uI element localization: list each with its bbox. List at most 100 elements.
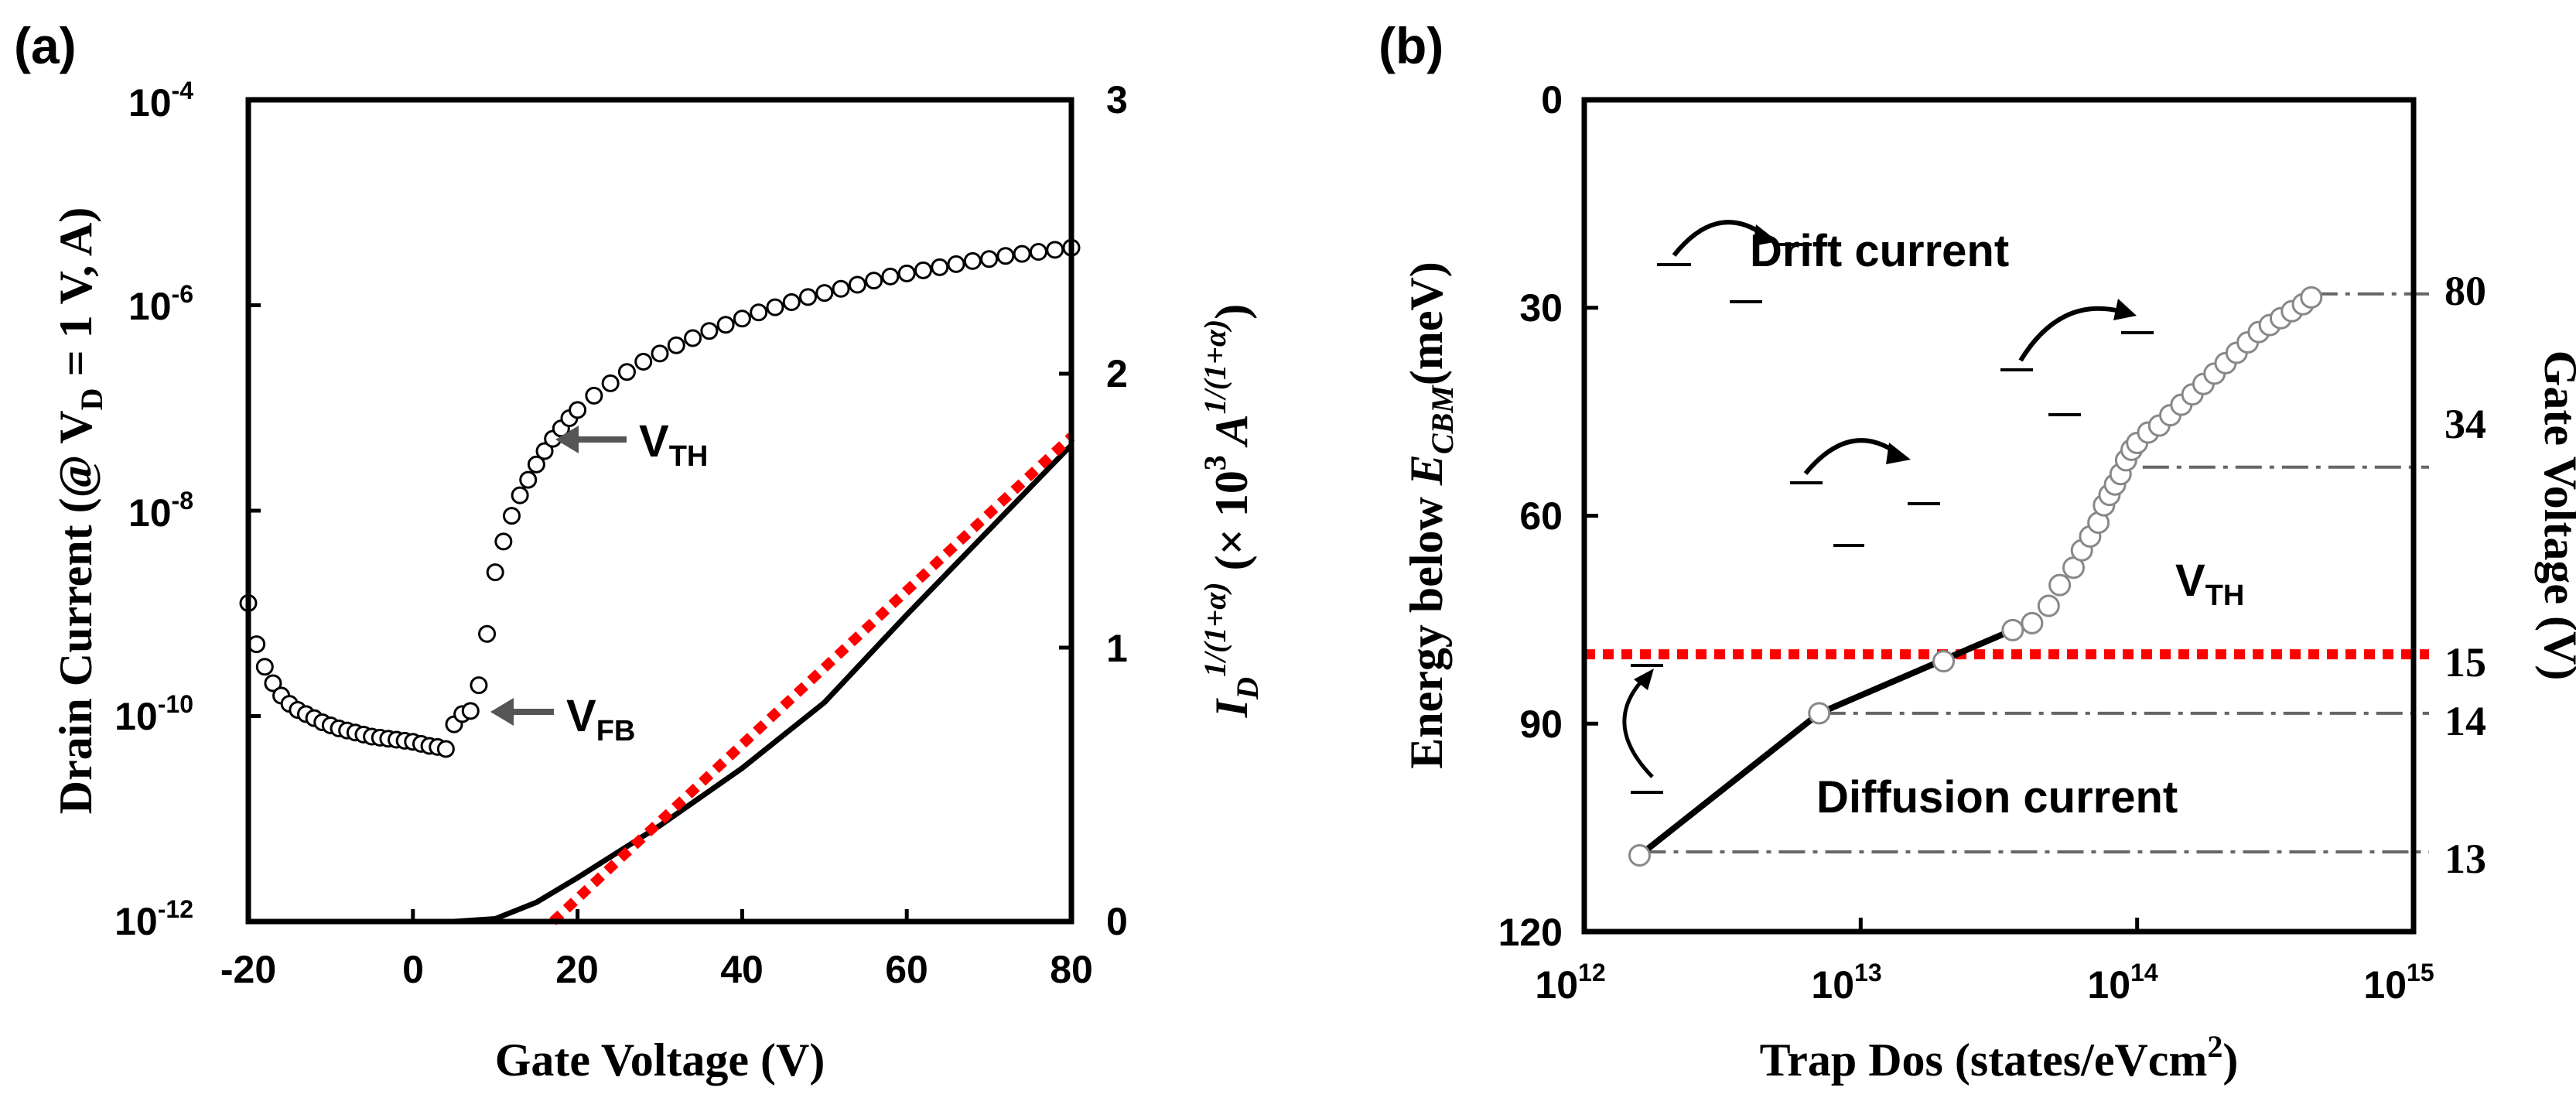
b-ytick-60: 60	[1519, 494, 1563, 538]
b-diffusion-arrow	[1622, 675, 1654, 778]
b-xtick-1e14: 1014	[2087, 959, 2157, 1007]
a-drain-point	[733, 309, 751, 328]
a-drain-point	[651, 344, 669, 363]
a-drain-point	[248, 635, 266, 654]
a-rtick-1: 1	[1106, 627, 1128, 670]
a-drain-point	[799, 288, 818, 306]
a-drain-point	[963, 251, 982, 270]
panel-a-marks	[239, 238, 1081, 925]
b-trap-point	[1932, 650, 1956, 673]
a-drain-point	[865, 272, 883, 290]
a-xtick-0: 0	[402, 948, 424, 991]
a-ytick-1e-6: 10-6	[128, 280, 193, 328]
a-rtick-0: 0	[1106, 900, 1128, 943]
a-drain-point	[881, 267, 900, 286]
b-trap-point	[2048, 573, 2072, 597]
a-drain-point	[1046, 241, 1064, 259]
b-energy-diagram	[1622, 220, 2154, 794]
b-trap-point	[1628, 843, 1651, 867]
a-drain-point	[980, 250, 999, 268]
panel-a-label: (a)	[14, 17, 77, 74]
b-ytick-120: 120	[1498, 911, 1563, 954]
a-rtick-3: 3	[1106, 78, 1128, 121]
a-xtick-60: 60	[885, 948, 928, 991]
a-annot-vfb: VFB	[490, 691, 635, 747]
a-drain-point	[585, 386, 603, 405]
b-diffusion-label: Diffusion current	[1816, 772, 2178, 822]
a-annot-vth: VTH	[555, 416, 708, 473]
b-trap-point	[2037, 594, 2060, 617]
panel-b: 0 30 60 90 120 1012 1013 1014 1015 Trap …	[1401, 78, 2576, 1086]
b-hop-arrow-2	[1803, 438, 1897, 475]
a-xtick-20: 20	[555, 948, 599, 991]
a-rtick-2: 2	[1106, 352, 1128, 395]
b-xlabel: Trap Dos (states/eVcm2)	[1760, 1029, 2239, 1086]
a-drain-point	[478, 624, 497, 643]
a-drain-point	[832, 279, 850, 298]
a-drain-point	[470, 676, 488, 695]
panel-b-label: (b)	[1379, 17, 1443, 74]
b-trap-point	[1808, 702, 1831, 725]
b-hop-head-2	[1886, 443, 1911, 464]
a-xtick-m20: -20	[220, 948, 276, 991]
a-ytick-1e-8: 10-8	[128, 487, 193, 535]
a-drain-point	[519, 470, 538, 489]
a-ytick-1e-12: 10-12	[114, 895, 193, 943]
b-hop-arrow-3	[2018, 306, 2120, 362]
a-drain-point	[684, 329, 702, 347]
a-xtick-40: 40	[720, 948, 764, 991]
a-drain-point	[782, 293, 801, 312]
a-xtick-80: 80	[1050, 948, 1093, 991]
b-ylabel-right: Gate Voltage (V)	[2535, 351, 2576, 681]
a-drain-point	[766, 298, 784, 316]
a-ylabel-left: Drain Current (@ VD = 1 V, A)	[50, 207, 109, 815]
a-drain-point	[996, 247, 1015, 265]
a-drain-point	[750, 303, 768, 322]
a-drain-point	[601, 374, 620, 392]
a-drain-point	[511, 486, 529, 504]
panel-a-frame	[245, 97, 1074, 925]
a-vfb-label: VFB	[566, 691, 635, 747]
a-drain-point	[535, 442, 554, 460]
a-drain-point	[436, 740, 455, 758]
a-ytick-1e-10: 10-10	[114, 690, 193, 738]
a-drain-point	[716, 316, 735, 334]
a-xlabel: Gate Voltage (V)	[495, 1034, 825, 1086]
panel-a: 10-4 10-6 10-8 10-10 10-12 3 2 1 0 -20 0…	[50, 77, 1265, 1086]
a-drain-point	[947, 255, 965, 273]
b-vth-label: VTH	[2175, 556, 2244, 612]
b-hop-head-1	[1753, 224, 1778, 246]
panel-a-ticks	[246, 97, 1074, 924]
b-gate-14: 14	[2444, 698, 2486, 744]
a-drain-point	[255, 658, 274, 676]
panel-b-marks	[1584, 286, 2429, 867]
a-drain-point	[815, 284, 834, 303]
a-vth-label: VTH	[639, 416, 708, 473]
a-drain-point	[914, 261, 932, 279]
b-ytick-30: 30	[1519, 286, 1563, 330]
a-drain-point	[494, 532, 513, 551]
a-drain-point	[264, 674, 282, 692]
a-ylabel-right: ID1/(1+α) (× 103 A1/(1+α))	[1197, 304, 1265, 719]
a-drain-point	[1029, 242, 1047, 261]
b-xtick-1e15: 1015	[2363, 959, 2434, 1007]
b-drift-label: Drift current	[1750, 226, 2009, 276]
a-drain-point	[931, 258, 949, 276]
a-id-power-line	[248, 443, 1074, 925]
panel-b-ticks	[1582, 97, 2416, 934]
b-ylabel-left: Energy below ECBM(meV)	[1401, 262, 1460, 769]
a-drain-point	[634, 353, 653, 371]
b-gate-15: 15	[2444, 639, 2486, 686]
a-drain-point	[617, 363, 636, 381]
a-drain-point	[502, 507, 521, 525]
a-drain-point	[1013, 245, 1031, 263]
b-hop-head-3	[2113, 299, 2137, 320]
a-vfb-arrowhead	[490, 698, 514, 726]
b-trap-point	[2021, 611, 2044, 634]
b-gate-80: 80	[2444, 268, 2486, 314]
a-drain-point	[486, 563, 504, 582]
b-gate-13: 13	[2444, 836, 2486, 882]
a-drain-point	[527, 455, 545, 474]
a-ytick-1e-4: 10-4	[128, 77, 193, 125]
